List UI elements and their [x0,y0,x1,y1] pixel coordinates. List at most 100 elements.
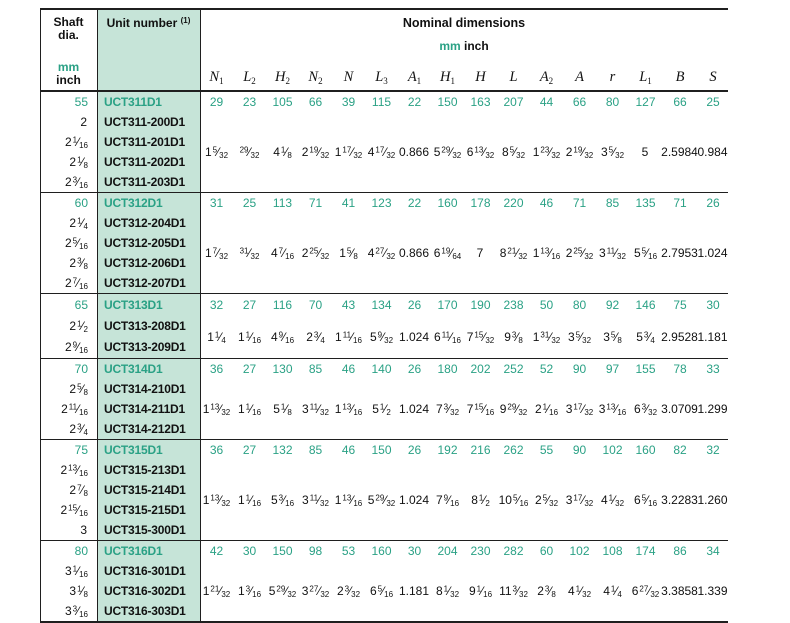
unit-number-mm: UCT313D1 [104,297,163,312]
dim-value-inch: 5 5⁄16 [633,246,658,261]
dim-value-inch: 29⁄32 [239,145,260,160]
dim-value-mm: 132 [272,443,293,457]
dim-value-inch: 3 5⁄32 [600,145,625,160]
dim-value-mm: 26 [706,196,720,210]
dim-value-mm: 25 [706,95,720,109]
dim-value-mm: 252 [503,362,524,376]
dim-value-mm: 27 [242,362,257,376]
shaft-dia-inch-value: 2 3⁄4 [69,422,88,437]
dim-value-inch: 4 1⁄32 [567,584,592,599]
dim-symbol-a2: A2 [539,69,554,86]
dim-value-mm: 27 [242,443,257,457]
dim-value-inch: 6 3⁄32 [633,402,658,417]
dim-value-inch: 5 29⁄32 [433,145,462,160]
dim-value-mm: 135 [635,196,656,210]
shaft-dia-mm-value: 80 [74,544,88,558]
shaft-dia-inch-value: 2 1⁄2 [69,318,88,334]
dim-value-inch: 1.339 [697,584,728,598]
dim-value-mm: 282 [503,544,524,558]
dim-value-mm: 192 [437,443,458,457]
dim-value-mm: 134 [371,297,392,312]
dim-value-mm: 71 [673,196,687,210]
size-group-70: 70 UCT314D1 36 27 130 85 46 140 26 180 202 252 52 90 9… [40,358,728,439]
dim-value-inch: 2 3⁄32 [336,584,361,599]
dim-value-inch: 5 29⁄32 [367,493,396,508]
dim-value-mm: 27 [242,297,257,312]
dim-value-mm: 123 [371,196,392,210]
dim-value-inch: 7 9⁄16 [435,493,460,508]
dim-value-mm: 50 [539,297,554,312]
unit-number-mm: UCT315D1 [104,443,163,457]
dim-value-mm: 22 [407,196,422,210]
dim-symbol-n2: N2 [308,69,323,86]
dim-value-mm: 26 [407,297,422,312]
shaft-unit-divider [97,10,98,621]
dim-value-mm: 66 [673,95,687,109]
dim-value-mm: 97 [605,362,620,376]
dim-value-mm: 29 [209,95,224,109]
dim-value-inch: 2.9528 [661,329,698,344]
dim-value-mm: 26 [407,362,422,376]
dim-value-mm: 25 [242,196,257,210]
dim-value-inch: 1.024 [398,329,430,344]
shaft-dia-inch-value: 2 3⁄16 [64,175,88,190]
dim-value-inch: 10 5⁄16 [498,493,529,508]
dim-value-inch: 4 1⁄4 [603,584,622,599]
dim-value-mm: 102 [602,443,623,457]
shaft-dia-inch-value: 2 13⁄16 [60,463,88,478]
dim-value-mm: 150 [272,544,293,558]
dim-symbol-s: S [709,69,717,85]
dim-value-inch: 7 15⁄16 [466,402,495,417]
dim-value-mm: 32 [706,443,720,457]
unit-number-inch: UCT312-204D1 [104,216,186,230]
unit-number-inch: UCT314-212D1 [104,422,186,436]
dim-value-inch: 1.260 [697,493,728,507]
dim-symbol-h: H [475,69,486,85]
dim-value-mm: 92 [605,297,620,312]
dim-value-mm: 90 [572,443,587,457]
dim-value-mm: 140 [371,362,392,376]
dim-value-mm: 105 [272,95,293,109]
dim-value-inch: 1 1⁄4 [207,329,226,345]
dim-value-inch: 1 1⁄16 [237,493,262,508]
dim-value-mm: 155 [635,362,656,376]
dim-value-mm: 262 [503,443,524,457]
shaft-mm-label: mm [57,60,80,74]
dim-value-inch: 6 13⁄32 [466,145,495,160]
dim-value-mm: 86 [673,544,687,558]
unit-number-inch: UCT315-213D1 [104,463,186,477]
unit-number-inch: UCT311-203D1 [104,175,185,189]
dim-value-mm: 23 [242,95,257,109]
table-left-border [40,10,41,621]
nominal-inch-label: inch [464,39,489,53]
dim-value-inch: 1 13⁄16 [532,246,561,261]
dim-value-inch: 6 19⁄64 [433,246,462,261]
dim-value-mm: 160 [371,544,392,558]
dim-value-inch: 2 3⁄4 [306,329,325,345]
unit-number-inch: UCT311-201D1 [104,135,185,149]
dim-value-inch: 4 1⁄8 [273,145,292,160]
shaft-dia-inch-value: 3 [80,523,87,537]
dim-value-mm: 238 [503,297,524,312]
dim-value-inch: 1.024 [697,246,728,260]
dim-value-inch: 0.866 [398,246,430,260]
dim-value-inch: 1 31⁄32 [532,329,561,345]
dim-value-mm: 66 [572,95,587,109]
bearing-dimensions-table: Shaft dia. mm inch Unit number (1) Nomin… [40,8,728,623]
shaft-dia-mm-value: 60 [74,196,88,210]
dim-value-inch: 7 3⁄32 [435,402,460,417]
dim-value-inch: 3 5⁄32 [567,329,592,345]
table-body: 55 UCT311D1 29 23 105 66 39 115 22 150 163 207 44 66 8… [40,92,728,621]
unit-number-inch: UCT312-205D1 [104,236,186,250]
dim-value-mm: 30 [706,297,720,312]
unit-data-divider [200,10,201,621]
shaft-inch-label: inch [56,73,81,87]
unit-number-inch: UCT316-301D1 [104,564,186,578]
dim-value-inch: 0.984 [697,145,728,159]
shaft-dia-title: Shaft dia. [54,16,84,42]
dim-value-mm: 207 [503,95,524,109]
dim-value-inch: 1 11⁄16 [335,329,362,345]
dim-value-mm: 204 [437,544,458,558]
dim-value-mm: 85 [308,443,323,457]
